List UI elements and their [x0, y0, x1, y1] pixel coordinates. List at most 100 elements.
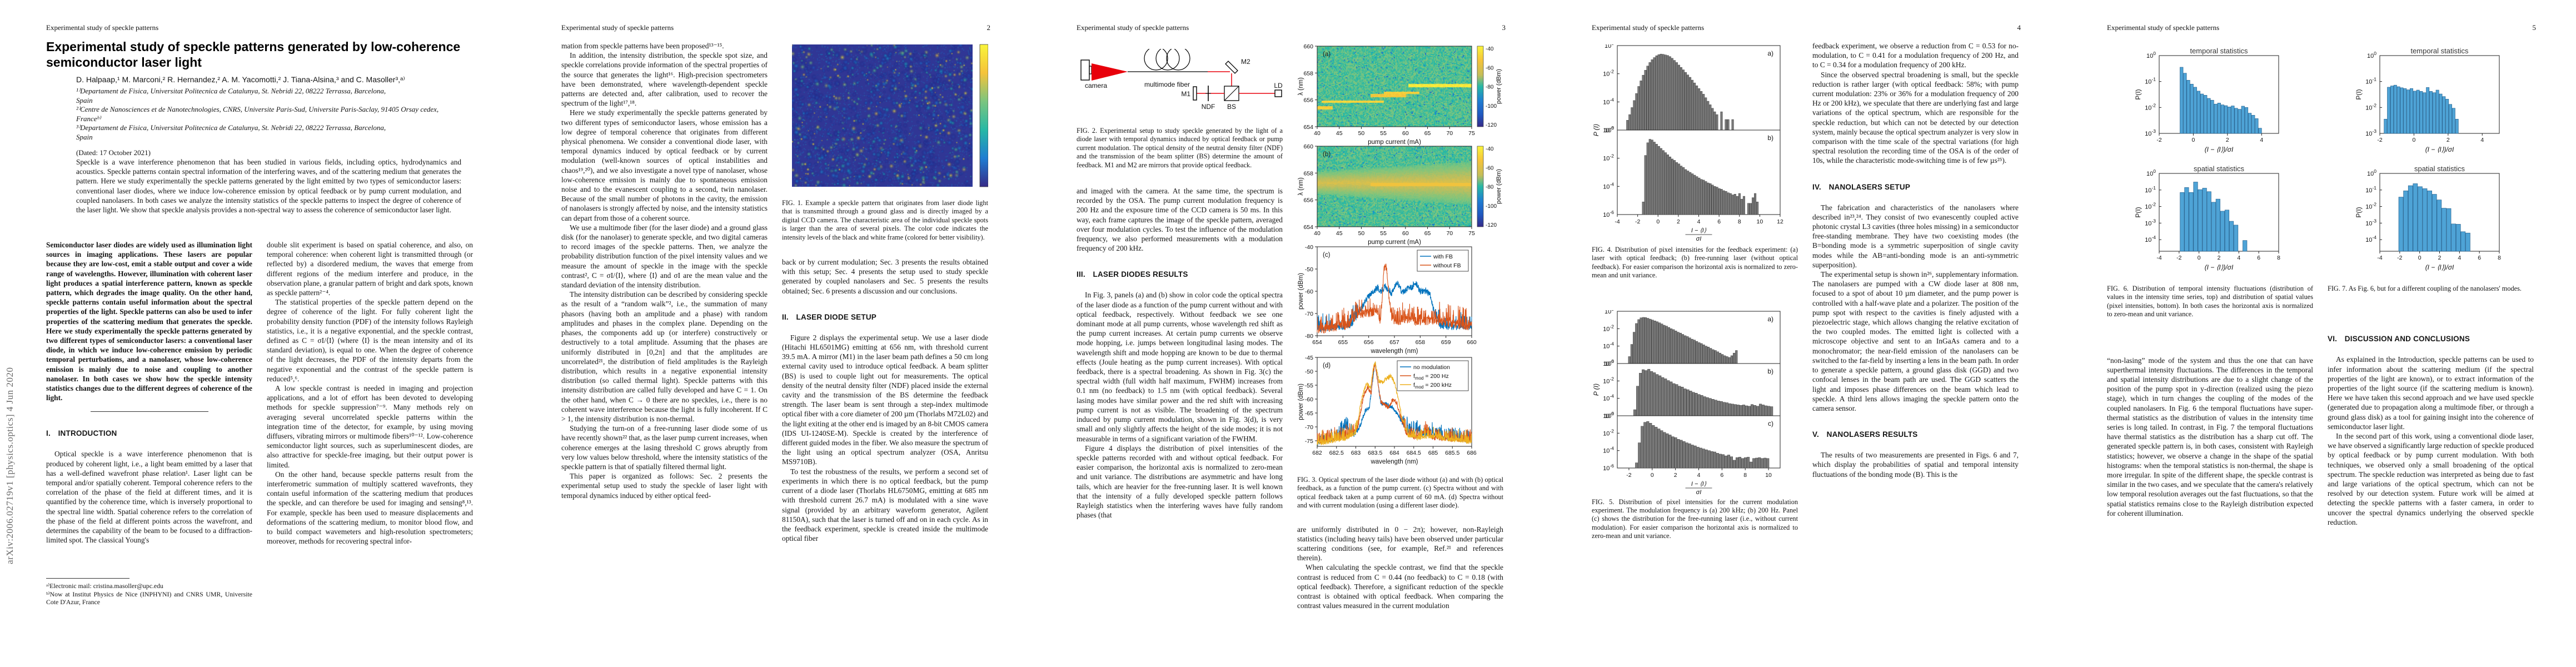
svg-text:2: 2	[2218, 255, 2221, 261]
svg-text:0: 0	[1656, 218, 1660, 225]
svg-text:(I − ⟨I⟩)/σI: (I − ⟨I⟩)/σI	[2205, 263, 2234, 271]
svg-text:-4: -4	[2156, 255, 2161, 261]
page-number: 3	[1502, 23, 1506, 32]
svg-text:temporal statistics: temporal statistics	[2190, 47, 2248, 55]
figure-1-speckle-image: 10	[782, 42, 988, 193]
svg-text:(I − ⟨I⟩)/σI: (I − ⟨I⟩)/σI	[2205, 146, 2234, 153]
fig1-colorbar: 10	[979, 44, 988, 187]
page-number: 5	[2532, 23, 2537, 32]
svg-text:10-4: 10-4	[1603, 393, 1614, 402]
running-header: Experimental study of speckle patterns	[1592, 23, 1705, 32]
svg-text:100: 100	[1605, 310, 1614, 315]
svg-text:0: 0	[2192, 137, 2195, 143]
svg-text:655: 655	[1338, 339, 1348, 346]
svg-text:6: 6	[2257, 255, 2260, 261]
svg-text:12: 12	[1777, 218, 1783, 225]
svg-text:M2: M2	[1241, 58, 1250, 66]
svg-text:10-2: 10-2	[2145, 202, 2156, 211]
affiliation-line: Spain	[76, 132, 93, 141]
svg-text:no modulation: no modulation	[1413, 364, 1450, 371]
svg-text:camera: camera	[1085, 82, 1107, 89]
svg-text:660: 660	[1467, 339, 1477, 346]
svg-text:-70: -70	[1305, 424, 1313, 431]
svg-text:60: 60	[1402, 230, 1409, 237]
svg-text:-40: -40	[1486, 146, 1494, 152]
page-number: 4	[2017, 23, 2021, 32]
spacer	[2328, 294, 2534, 317]
figure-caption: FIG. 5. Distribution of pixel intensitie…	[1592, 497, 1798, 540]
svg-text:λ (nm): λ (nm)	[1298, 177, 1304, 196]
svg-text:-2: -2	[2176, 255, 2181, 261]
svg-text:power (dBm): power (dBm)	[1496, 69, 1502, 104]
paragraph: Since the observed spectral broadening i…	[1812, 70, 2019, 165]
svg-text:10-2: 10-2	[1603, 69, 1614, 78]
divider-rule	[90, 411, 208, 412]
paragraph: This paper is organized as follows: Sec.…	[561, 472, 768, 500]
svg-text:-2: -2	[1626, 472, 1631, 479]
svg-text:b): b)	[1767, 134, 1773, 142]
svg-text:685: 685	[1428, 450, 1438, 456]
svg-text:10-2: 10-2	[1603, 323, 1614, 332]
column-right: 10 FIG. 1. Example a speckle pattern that…	[782, 41, 988, 648]
svg-text:100: 100	[2367, 168, 2376, 177]
svg-text:10-4: 10-4	[1603, 181, 1614, 190]
svg-text:10-4: 10-4	[1603, 97, 1614, 106]
affiliation-line: ¹⁾Departament de Fisica, Universitat Pol…	[76, 87, 386, 95]
figure-2-setup-schematic: camera multimode fiber M1 NDF BS M2 LD	[1077, 46, 1283, 119]
figure-3-optical-spectra: 660 658 656 654 40 45 50 55 60 65 70 75 pump current…	[1297, 42, 1503, 471]
svg-text:660: 660	[1303, 143, 1313, 150]
svg-text:40: 40	[1314, 230, 1321, 237]
svg-text:8: 8	[1738, 218, 1741, 225]
paragraph: The statistical properties of the speckl…	[267, 298, 473, 383]
svg-text:2: 2	[2226, 137, 2229, 143]
svg-text:pump current (mA): pump current (mA)	[1368, 239, 1421, 246]
svg-text:55: 55	[1380, 130, 1387, 137]
figure-caption: FIG. 1. Example a speckle pattern that o…	[782, 199, 988, 241]
svg-text:60: 60	[1402, 130, 1409, 137]
svg-text:-60: -60	[1486, 65, 1494, 71]
svg-text:683: 683	[1351, 450, 1361, 456]
paragraph: double slit experiment is based on spati…	[267, 241, 473, 297]
spacer	[1077, 171, 1283, 186]
svg-text:-100: -100	[1486, 203, 1497, 210]
paragraph: feedback experiment, we observe a reduct…	[1812, 42, 2019, 69]
svg-text:power (dBm): power (dBm)	[1496, 169, 1502, 204]
svg-text:-120: -120	[1486, 122, 1497, 128]
svg-text:P(I): P(I)	[2134, 207, 2142, 217]
column-right: temporal statistics 100 10-1 10-2 10-3 -2 0 2 4(…	[2328, 41, 2534, 648]
svg-text:-80: -80	[1305, 333, 1313, 340]
svg-text:75: 75	[1468, 230, 1475, 237]
svg-text:I − ⟨I⟩: I − ⟨I⟩	[1691, 227, 1707, 234]
svg-text:0: 0	[2198, 255, 2201, 261]
running-header: Experimental study of speckle patterns	[1077, 23, 1189, 32]
paragraph: Semiconductor laser diodes are widely us…	[46, 241, 252, 402]
svg-text:65: 65	[1424, 130, 1431, 137]
svg-text:656: 656	[1303, 197, 1313, 204]
spacer	[1592, 281, 1798, 310]
svg-text:70: 70	[1446, 130, 1453, 137]
svg-text:(b): (b)	[1323, 151, 1331, 158]
svg-text:683.5: 683.5	[1368, 450, 1382, 456]
svg-text:658: 658	[1416, 339, 1426, 346]
svg-text:M1: M1	[1181, 90, 1190, 98]
svg-text:8: 8	[1743, 472, 1747, 479]
svg-text:λ (nm): λ (nm)	[1298, 77, 1304, 96]
paragraph: To test the robustness of the results, w…	[782, 467, 988, 543]
paragraph: In the second part of this work, using a…	[2328, 432, 2534, 526]
svg-text:100: 100	[2367, 51, 2376, 59]
section-heading: I. INTRODUCTION	[46, 429, 117, 438]
svg-text:2: 2	[2438, 255, 2442, 261]
column-left: 10010-210-410-6a)10010-210-410-6b)-4-202…	[1592, 41, 1798, 648]
figure-4-intensity-histograms: 10010-210-410-6a)10010-210-410-6b)-4-202…	[1592, 41, 1798, 242]
svg-text:10-2: 10-2	[2365, 102, 2376, 111]
svg-text:10-6: 10-6	[1603, 463, 1614, 472]
svg-text:4: 4	[2237, 255, 2240, 261]
svg-text:10-2: 10-2	[2145, 102, 2156, 111]
svg-text:4: 4	[2458, 255, 2461, 261]
svg-text:temporal statistics: temporal statistics	[2410, 47, 2469, 55]
svg-text:75: 75	[1468, 130, 1475, 137]
footnote-rule	[46, 578, 129, 579]
svg-text:P(I): P(I)	[2134, 89, 2142, 99]
svg-text:power (dBm): power (dBm)	[1298, 273, 1304, 310]
